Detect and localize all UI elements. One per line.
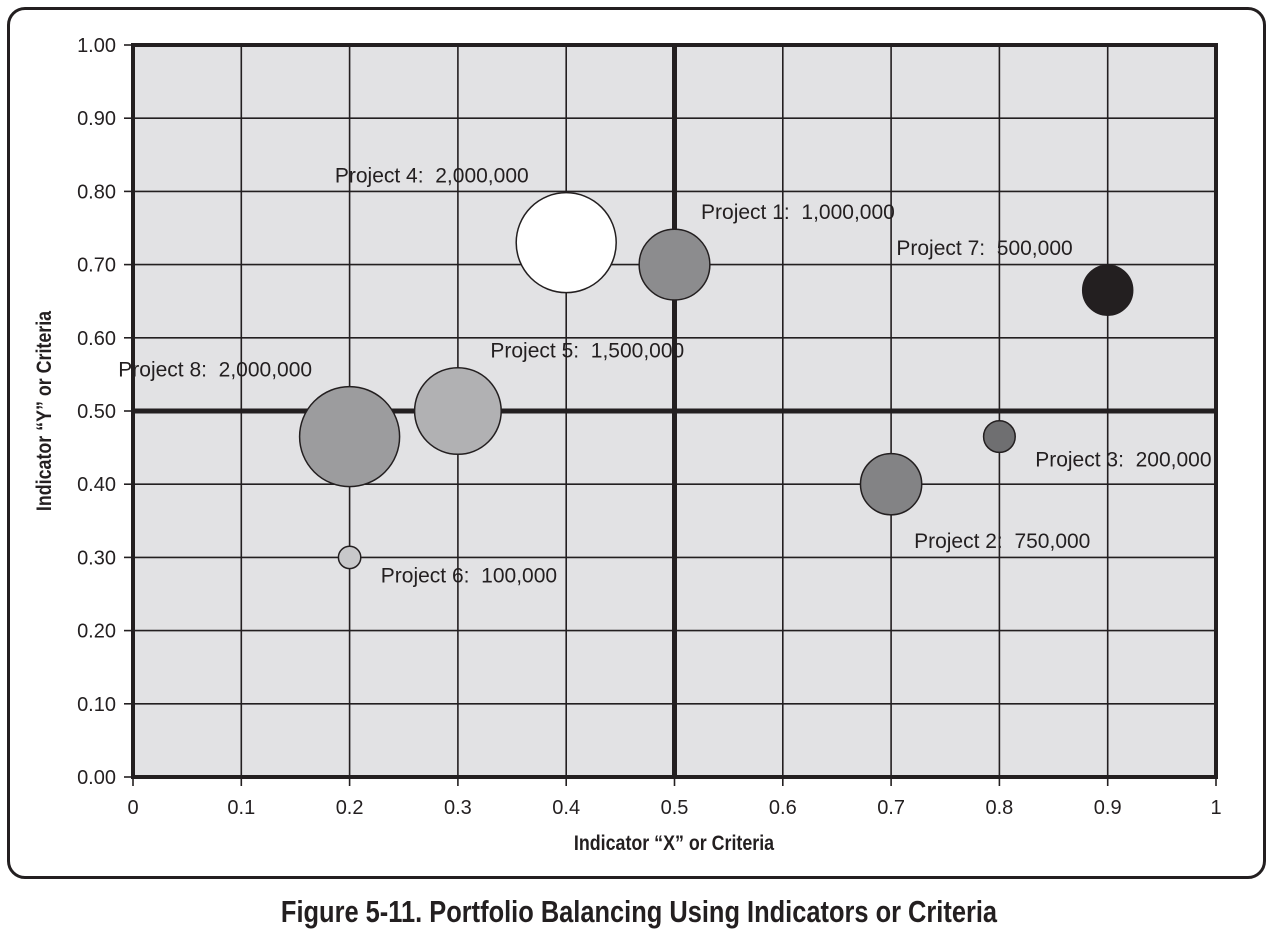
bubble <box>1081 264 1134 316</box>
bubble-label-value: 500,000 <box>997 237 1073 260</box>
y-tick-label: 0.50 <box>77 401 116 423</box>
bubble-chart: 0 0.1 0.2 0.3 0.4 0.5 0.6 0.7 0.8 0.9 1 0.000.100.… <box>33 35 1222 856</box>
bubbles <box>298 191 1134 570</box>
x-tick-label: 1 <box>1210 797 1221 819</box>
bubble-label: Project 5: 1,500,000 <box>490 340 684 363</box>
bubble-label-value: 2,000,000 <box>435 165 528 188</box>
bubble-label: Project 3: 200,000 <box>1035 448 1211 471</box>
y-tick-label: 0.90 <box>77 108 116 130</box>
x-tick-label: 0.2 <box>336 797 364 819</box>
bubble-label-value: 750,000 <box>1014 530 1090 553</box>
bubble-label-name: Project 4: <box>335 165 435 188</box>
x-tick-label: 0.3 <box>444 797 472 819</box>
bubble <box>638 228 711 301</box>
bubble-label-value: 200,000 <box>1136 448 1212 471</box>
x-tick-label: 0.8 <box>985 797 1013 819</box>
bubble <box>982 420 1016 454</box>
bubble <box>298 385 401 488</box>
bubble-label-name: Project 6: <box>381 565 481 588</box>
y-tick-label: 1.00 <box>77 35 116 57</box>
y-tick-label: 0.80 <box>77 181 116 203</box>
bubble-label-name: Project 2: <box>914 530 1014 553</box>
bubble-label: Project 2: 750,000 <box>914 530 1090 553</box>
bubble-label-name: Project 1: <box>701 201 801 224</box>
x-tick-label: 0.5 <box>661 797 689 819</box>
bubble-label-value: 100,000 <box>481 565 557 588</box>
figure-caption: Figure 5-11. Portfolio Balancing Using I… <box>280 894 998 929</box>
y-tick-label: 0.20 <box>77 621 116 643</box>
bubble-label-name: Project 8: <box>118 359 218 382</box>
bubble <box>413 366 502 456</box>
x-axis-ticks: 0 0.1 0.2 0.3 0.4 0.5 0.6 0.7 0.8 0.9 1 <box>127 777 1222 819</box>
bubble-label-name: Project 7: <box>896 237 996 260</box>
y-tick-label: 0.00 <box>77 767 116 789</box>
bubble <box>515 191 617 294</box>
y-tick-label: 0.60 <box>77 328 116 350</box>
y-axis-ticks: 0.00 0.10 0.20 0.30 0.40 0.50 0.60 0.70 0.80 0.90… <box>77 35 133 789</box>
bubble <box>337 545 362 570</box>
x-tick-label: 0.1 <box>227 797 255 819</box>
bubble-label-value: 2,000,000 <box>219 359 312 382</box>
bubble-label-name: Project 5: <box>490 340 590 363</box>
x-tick-label: 0.7 <box>877 797 905 819</box>
bubble-label-value: 1,500,000 <box>591 340 684 363</box>
bubble-label: Project 8: 2,000,000 <box>118 359 312 382</box>
bubble-label: Project 4: 2,000,000 <box>335 165 529 188</box>
bubble-label: Project 7: 500,000 <box>896 237 1072 260</box>
bubble <box>859 452 923 516</box>
bubble-label-value: 1,000,000 <box>801 201 894 224</box>
y-tick-label: 0.40 <box>77 474 116 496</box>
bubble-label: Project 1: 1,000,000 <box>701 201 895 224</box>
y-tick-label: 0.70 <box>77 255 116 277</box>
x-tick-label: 0.9 <box>1094 797 1122 819</box>
x-tick-label: 0 <box>127 797 138 819</box>
x-axis-label: Indicator “X” or Criteria <box>574 832 774 856</box>
y-tick-label: 0.10 <box>77 694 116 716</box>
x-tick-label: 0.4 <box>552 797 580 819</box>
bubble-label: Project 6: 100,000 <box>381 565 557 588</box>
bubble-label-name: Project 3: <box>1035 448 1135 471</box>
x-tick-label: 0.6 <box>769 797 797 819</box>
y-axis-label: Indicator “Y” or Criteria <box>33 311 57 511</box>
y-tick-label: 0.30 <box>77 547 116 569</box>
